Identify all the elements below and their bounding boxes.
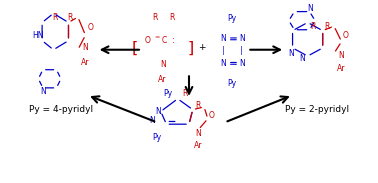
Text: Py: Py <box>228 79 237 88</box>
Text: HN: HN <box>33 31 44 40</box>
Text: R: R <box>196 101 201 110</box>
Text: N: N <box>288 49 294 58</box>
Text: Py = 2-pyridyl: Py = 2-pyridyl <box>285 105 349 114</box>
Text: N: N <box>220 34 226 43</box>
Text: O: O <box>87 23 93 32</box>
Text: Ar: Ar <box>194 141 203 150</box>
Text: N: N <box>149 116 155 125</box>
Text: +: + <box>198 43 206 52</box>
Text: Py = 4-pyridyl: Py = 4-pyridyl <box>29 105 93 114</box>
Text: R: R <box>152 13 158 22</box>
Text: O: O <box>145 36 150 45</box>
Text: Py: Py <box>164 89 173 98</box>
Text: |: | <box>222 46 224 55</box>
Text: N: N <box>239 59 245 68</box>
Text: Ar: Ar <box>158 75 167 84</box>
Text: C: C <box>162 36 167 45</box>
Text: N: N <box>40 87 46 96</box>
Text: N: N <box>155 107 161 116</box>
Text: |: | <box>240 46 243 55</box>
Text: N: N <box>307 4 313 13</box>
Text: R: R <box>311 22 316 31</box>
Text: N: N <box>195 129 201 138</box>
Text: R: R <box>68 13 73 22</box>
Text: =: = <box>154 36 160 40</box>
Text: N: N <box>239 34 245 43</box>
Text: R: R <box>324 22 329 31</box>
Text: O: O <box>342 31 348 40</box>
Text: :: : <box>172 36 175 45</box>
Text: O: O <box>209 111 215 120</box>
Text: N: N <box>299 54 305 63</box>
Text: N: N <box>339 51 344 60</box>
Text: Py: Py <box>228 14 237 23</box>
Text: N: N <box>82 43 88 52</box>
Text: Py: Py <box>152 133 161 142</box>
Text: R: R <box>169 13 175 22</box>
Text: Ar: Ar <box>81 58 90 67</box>
Text: R: R <box>53 13 58 22</box>
Text: ]: ] <box>188 40 194 55</box>
Text: Ar: Ar <box>337 64 346 73</box>
Text: R: R <box>183 89 188 98</box>
Text: N: N <box>160 60 166 69</box>
Text: N: N <box>220 59 226 68</box>
Text: [: [ <box>131 40 138 55</box>
